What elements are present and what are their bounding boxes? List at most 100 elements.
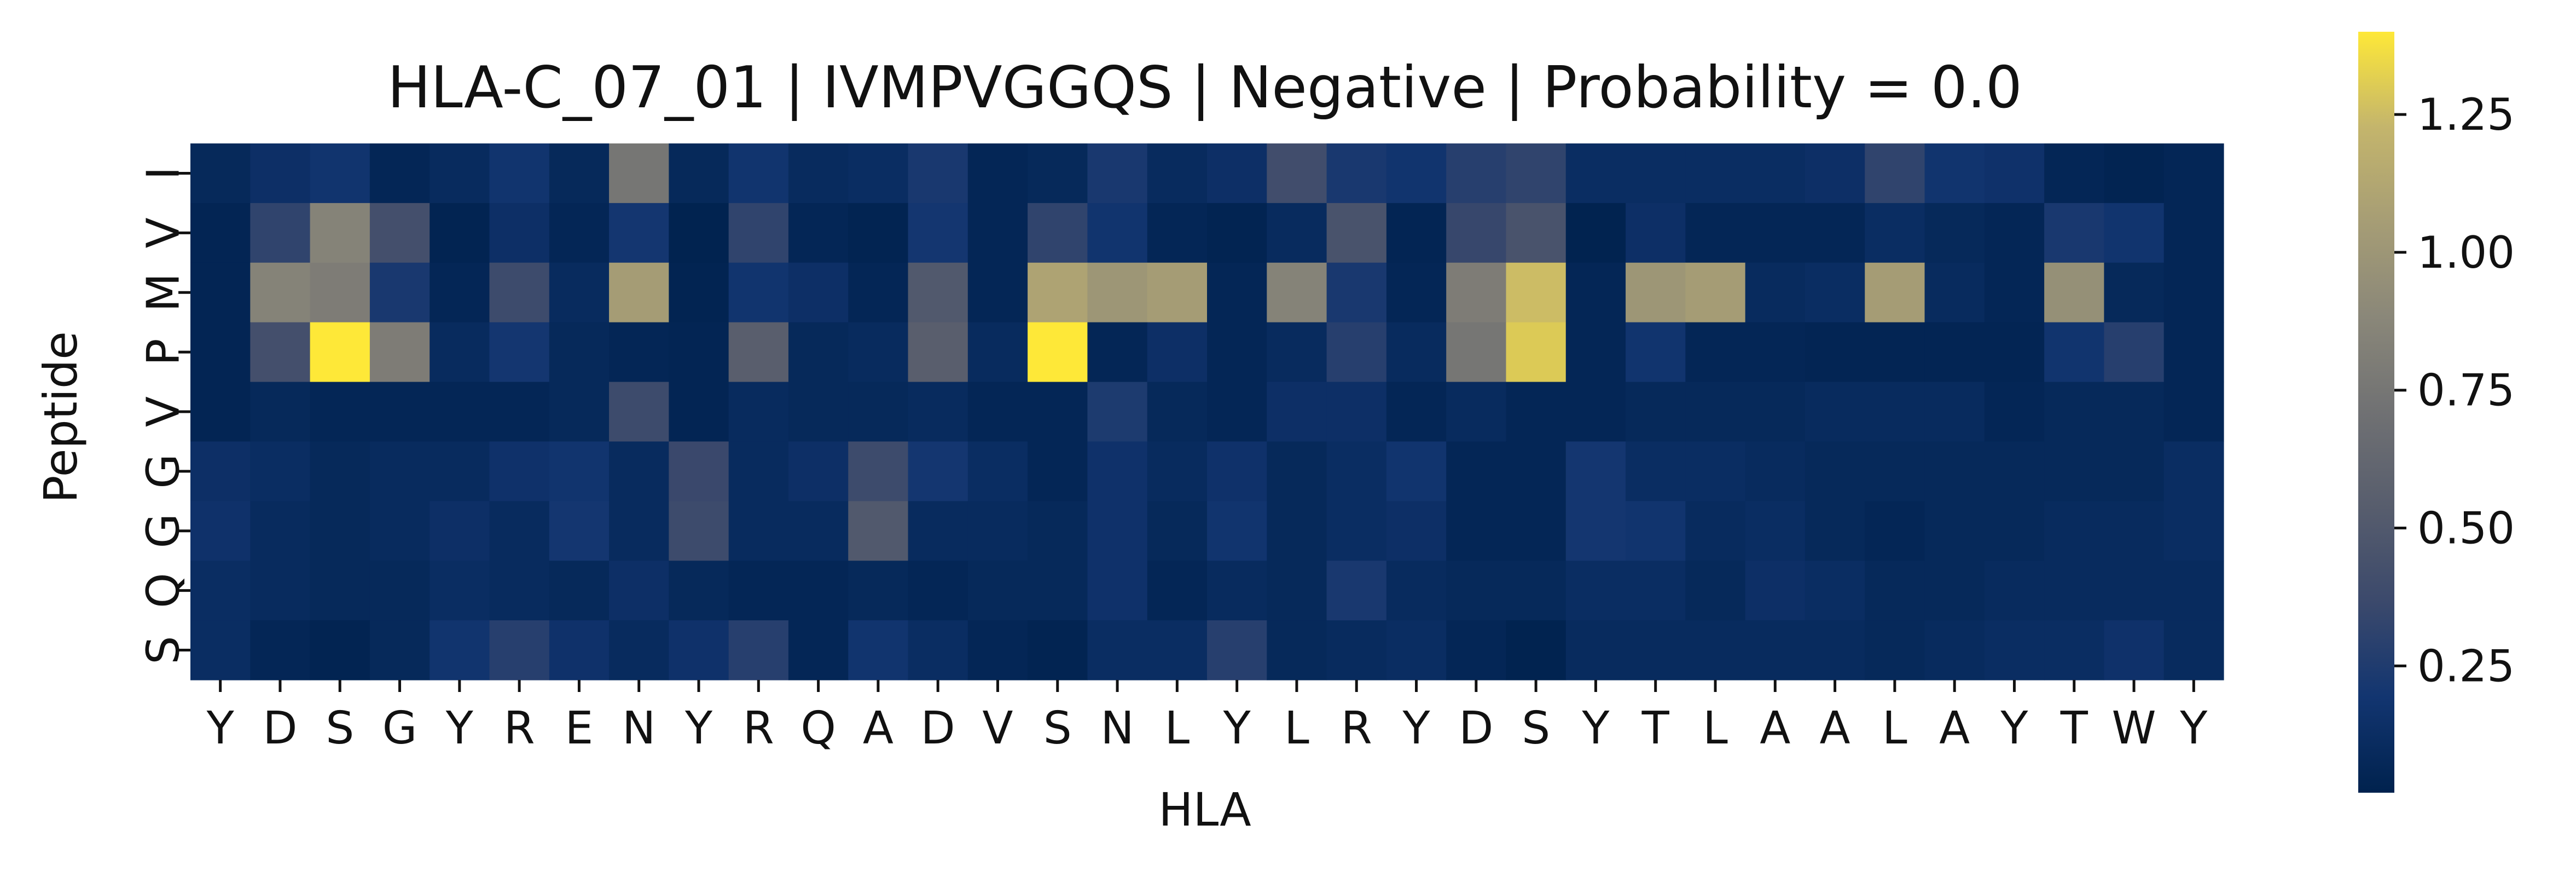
heatmap-cell [1745, 620, 1806, 680]
x-tick-label: Y [1223, 702, 1251, 754]
heatmap-cell [609, 561, 669, 621]
heatmap-cell [848, 143, 909, 204]
heatmap-cell [848, 322, 909, 383]
heatmap-cell [908, 501, 968, 561]
heatmap-cell [908, 262, 968, 323]
heatmap-cell [1326, 322, 1387, 383]
heatmap-cell [1984, 322, 2045, 383]
heatmap-cell [250, 382, 311, 442]
heatmap-cell [1865, 262, 1925, 323]
y-tick-label: G [138, 514, 190, 549]
y-tick-label: V [138, 217, 190, 248]
heatmap-cell [908, 322, 968, 383]
heatmap-cell [2104, 441, 2165, 501]
heatmap-cell [728, 143, 789, 204]
heatmap-cell [967, 203, 1028, 263]
x-tick-label: S [1522, 702, 1550, 754]
heatmap-cell [369, 262, 430, 323]
heatmap-cell [1565, 143, 1626, 204]
heatmap-cell [310, 203, 370, 263]
heatmap-cell [788, 322, 849, 383]
heatmap-cell [1865, 203, 1925, 263]
heatmap-cell [2044, 561, 2105, 621]
colorbar [2358, 32, 2394, 793]
heatmap-cell [1446, 501, 1507, 561]
heatmap-cell [1745, 441, 1806, 501]
heatmap-cell [549, 561, 610, 621]
heatmap-cell [489, 501, 550, 561]
heatmap-cell [1207, 322, 1267, 383]
heatmap-cell [1207, 262, 1267, 323]
heatmap-cell [310, 143, 370, 204]
heatmap-cell [1386, 441, 1447, 501]
heatmap-cell [489, 561, 550, 621]
heatmap-cell [1626, 561, 1686, 621]
heatmap-cell [489, 620, 550, 680]
heatmap-cell [788, 203, 849, 263]
heatmap-cell [1087, 382, 1148, 442]
heatmap-cell [1326, 441, 1387, 501]
heatmap-cell [967, 501, 1028, 561]
heatmap-cell [430, 262, 490, 323]
heatmap-cell [1087, 561, 1148, 621]
heatmap-cell [310, 441, 370, 501]
heatmap-cell [2044, 501, 2105, 561]
heatmap-cell [1626, 322, 1686, 383]
heatmap-cell [1924, 441, 1985, 501]
heatmap-cell [2104, 262, 2165, 323]
colorbar-tick-label: 1.25 [2417, 89, 2515, 140]
heatmap-cell [1565, 441, 1626, 501]
heatmap-cell [1207, 561, 1267, 621]
heatmap-cell [1506, 501, 1567, 561]
heatmap-cell [908, 143, 968, 204]
heatmap-cell [1685, 620, 1746, 680]
heatmap-cell [1267, 501, 1327, 561]
heatmap-cell [1446, 382, 1507, 442]
heatmap-cell [2104, 620, 2165, 680]
heatmap-cell [967, 441, 1028, 501]
heatmap-cell [669, 143, 729, 204]
colorbar-tick-label: 0.75 [2417, 365, 2515, 416]
heatmap-cell [489, 143, 550, 204]
heatmap-cell [2104, 382, 2165, 442]
heatmap-cell [1565, 501, 1626, 561]
y-tick-label: P [138, 338, 190, 365]
heatmap-cell [1565, 262, 1626, 323]
heatmap-cell [369, 501, 430, 561]
x-tick-label: Y [2179, 702, 2208, 754]
y-tick-label: S [138, 636, 190, 665]
heatmap-cell [1267, 382, 1327, 442]
heatmap-cell [669, 441, 729, 501]
heatmap-cell [1805, 143, 1865, 204]
heatmap-cell [190, 322, 251, 383]
x-tick-label: D [1459, 702, 1493, 754]
x-tick-label: N [622, 702, 655, 754]
heatmap-cell [1446, 620, 1507, 680]
heatmap-cell [369, 203, 430, 263]
heatmap-cell [2104, 561, 2165, 621]
heatmap-cell [609, 322, 669, 383]
heatmap-cell [1565, 561, 1626, 621]
heatmap-cell [1865, 620, 1925, 680]
heatmap-cell [1745, 561, 1806, 621]
heatmap-cell [549, 143, 610, 204]
x-tick-label: T [1641, 702, 1670, 754]
colorbar-tick-label: 0.25 [2417, 641, 2515, 691]
x-axis-label: HLA [1158, 783, 1251, 837]
heatmap-cell [190, 143, 251, 204]
heatmap-cell [1446, 203, 1507, 263]
heatmap-cell [1028, 620, 1088, 680]
heatmap-cell [250, 143, 311, 204]
heatmap-cell [549, 322, 610, 383]
heatmap-cell [1626, 501, 1686, 561]
heatmap-cell [728, 441, 789, 501]
colorbar-ticks: 0.25 0.50 0.75 1.00 1.25 [2394, 89, 2515, 691]
heatmap-cell [1685, 262, 1746, 323]
heatmap-cell [1326, 561, 1387, 621]
heatmap-cell [190, 262, 251, 323]
heatmap-cell [1028, 203, 1088, 263]
heatmap-cell [1924, 382, 1985, 442]
heatmap-cell [1326, 620, 1387, 680]
x-tick-label: Y [1581, 702, 1610, 754]
